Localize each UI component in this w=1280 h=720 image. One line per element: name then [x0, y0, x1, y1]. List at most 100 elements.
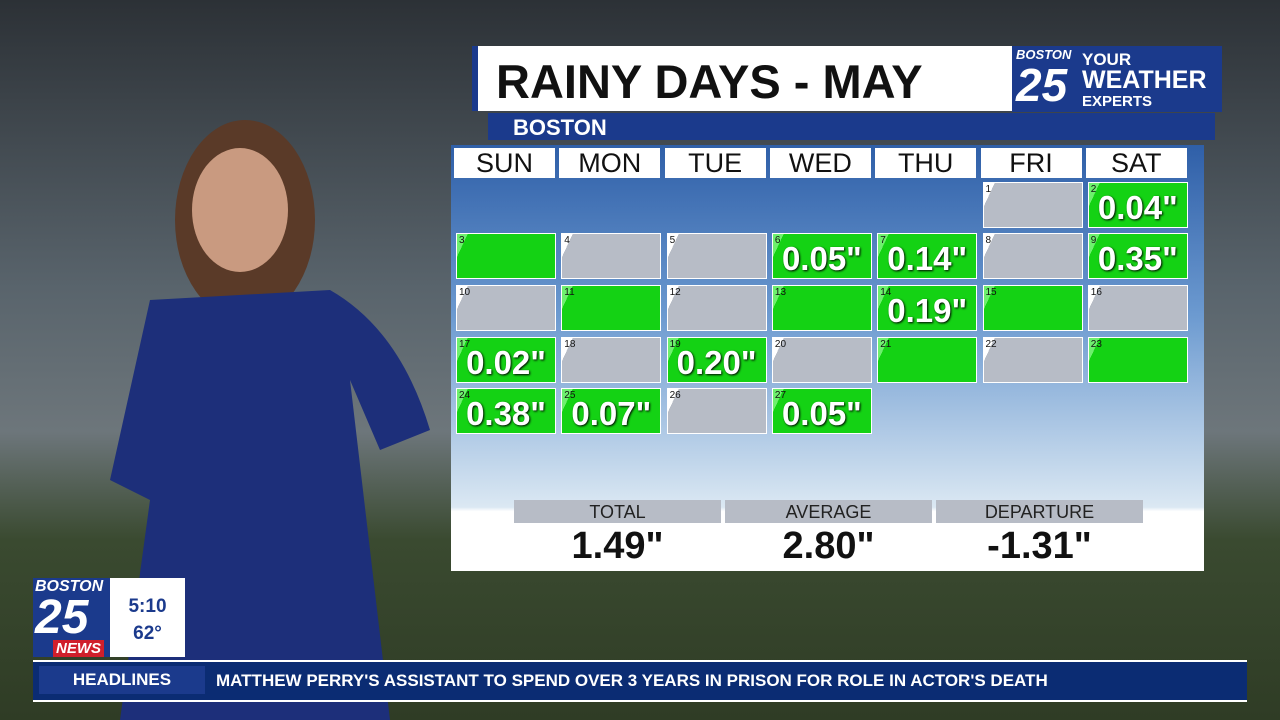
day-number: 9 — [1090, 235, 1097, 246]
day-number: 22 — [985, 339, 997, 350]
rain-day: 11 — [561, 285, 662, 331]
day-number: 25 — [564, 390, 576, 401]
rain-amount: 0.04" — [1097, 189, 1178, 226]
rain-day: 7 0.14" — [877, 233, 978, 279]
subtitle-bar: BOSTON — [488, 113, 1215, 140]
rain-day: 24 0.38" — [456, 388, 556, 434]
temperature: 62° — [133, 623, 162, 644]
logo-city: BOSTON — [1016, 47, 1072, 62]
presenter — [110, 120, 430, 720]
day-number: 1 — [985, 184, 992, 195]
day-number: 15 — [985, 287, 997, 298]
weekday-header: SUN — [454, 148, 555, 178]
title-box: RAINY DAYS - MAY — [478, 46, 1015, 111]
dry-day: 10 — [456, 285, 556, 331]
rain-day: 17 0.02" — [456, 337, 556, 383]
weekday-header: SAT — [1085, 148, 1187, 178]
rain-day: 19 0.20" — [666, 337, 767, 383]
day-number: 2 — [1090, 184, 1097, 195]
dry-day: 12 — [666, 285, 767, 331]
subtitle: BOSTON — [513, 115, 607, 140]
rain-day: 6 0.05" — [771, 233, 872, 279]
headline: MATTHEW PERRY'S ASSISTANT TO SPEND OVER … — [216, 671, 1048, 690]
rain-amount: 0.02" — [466, 344, 546, 381]
day-number: 7 — [880, 235, 886, 246]
day-number: 23 — [1090, 339, 1102, 350]
day-number: 27 — [774, 390, 787, 401]
day-number: 10 — [459, 287, 471, 298]
station-channel: 25 — [35, 591, 89, 644]
weekday-header: MON — [559, 148, 661, 178]
day-number: 6 — [774, 235, 781, 246]
day-number: 20 — [774, 339, 787, 350]
title: RAINY DAYS - MAY — [496, 55, 923, 108]
dry-day: 5 — [666, 233, 767, 279]
clock: 5:10 — [128, 596, 167, 617]
weekday-header: TUE — [664, 148, 766, 178]
day-number: 16 — [1090, 287, 1102, 298]
rain-day: 23 — [1087, 337, 1188, 383]
ticker-label: HEADLINES — [39, 666, 205, 694]
day-number: 13 — [774, 287, 787, 298]
day-number: 17 — [459, 339, 471, 350]
weekday-header: THU — [875, 148, 977, 178]
weekday-header: FRI — [980, 148, 1082, 178]
day-number: 18 — [564, 339, 576, 350]
dry-day: 4 — [561, 233, 662, 279]
rain-amount: 0.35" — [1097, 240, 1178, 277]
stat-label: TOTAL — [514, 500, 721, 523]
day-number: 24 — [459, 390, 471, 401]
stat-value: 2.80" — [782, 525, 875, 567]
day-number: 5 — [669, 235, 676, 246]
rain-amount: 0.19" — [887, 292, 968, 329]
title-accent — [472, 46, 478, 111]
logo-channel: 25 — [1016, 59, 1068, 111]
rain-amount: 0.38" — [466, 395, 546, 432]
station-city: BOSTON — [35, 578, 104, 595]
rain-day: 3 — [456, 233, 556, 279]
rain-day: 13 — [771, 285, 872, 331]
clock-box: 5:10 62° — [110, 578, 185, 657]
weekday-header: WED — [769, 148, 871, 178]
logo-line: EXPERTS — [1082, 93, 1153, 110]
rain-day: 25 0.07" — [561, 388, 662, 434]
day-number: 8 — [985, 235, 992, 246]
day-number: 4 — [564, 235, 570, 246]
rain-day: 27 0.05" — [771, 388, 872, 434]
rain-amount: 0.20" — [676, 344, 757, 381]
day-number: 11 — [564, 287, 575, 298]
stat-label: AVERAGE — [725, 500, 932, 523]
stat-label: DEPARTURE — [936, 500, 1143, 523]
dry-day: 18 — [561, 337, 662, 383]
rain-day: 9 0.35" — [1087, 233, 1188, 279]
rain-day: 2 0.04" — [1087, 182, 1188, 228]
rain-amount: 0.05" — [781, 395, 862, 432]
station-brand: NEWS — [53, 640, 104, 657]
stat-value: 1.49" — [571, 525, 664, 567]
day-number: 19 — [669, 339, 681, 350]
dry-day: 20 — [771, 337, 872, 383]
rain-amount: 0.14" — [887, 240, 968, 277]
day-number: 26 — [669, 390, 681, 401]
stat-value: -1.31" — [987, 525, 1092, 567]
rain-amount: 0.07" — [571, 395, 652, 432]
dry-day: 8 — [982, 233, 1083, 279]
dry-day: 22 — [982, 337, 1083, 383]
dry-day: 26 — [666, 388, 767, 434]
station-logo: BOSTON 25 NEWS 5:10 62° — [33, 578, 185, 657]
dry-day: 16 — [1087, 285, 1188, 331]
logo-line: WEATHER — [1082, 66, 1207, 94]
day-number: 21 — [880, 339, 892, 350]
logo: BOSTON 25 YOUR WEATHER EXPERTS — [1012, 46, 1222, 112]
ticker: HEADLINES MATTHEW PERRY'S ASSISTANT TO S… — [33, 660, 1247, 702]
day-number: 14 — [880, 287, 892, 298]
day-number: 12 — [669, 287, 681, 298]
logo-line: YOUR — [1082, 50, 1132, 69]
day-number: 3 — [459, 235, 465, 246]
rain-day: 14 0.19" — [877, 285, 978, 331]
rain-amount: 0.05" — [781, 240, 862, 277]
dry-day: 1 — [982, 182, 1083, 228]
rain-day: 15 — [982, 285, 1083, 331]
rain-day: 21 — [877, 337, 978, 383]
